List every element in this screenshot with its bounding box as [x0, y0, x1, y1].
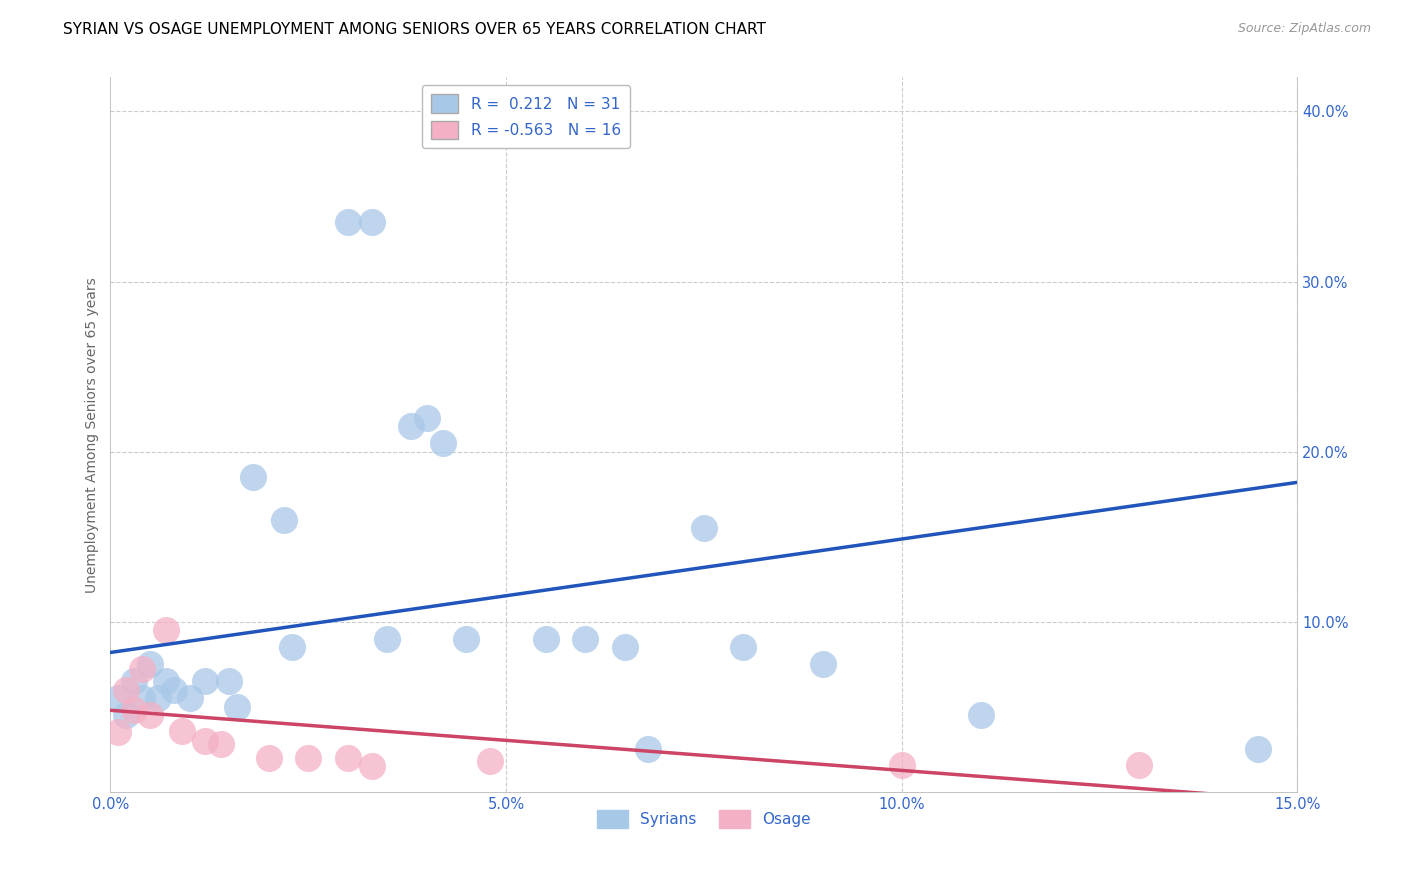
- Point: [115, 708, 138, 723]
- Point: [360, 215, 382, 229]
- Point: [336, 215, 359, 229]
- Point: [226, 699, 249, 714]
- Point: [163, 682, 186, 697]
- Point: [139, 657, 162, 672]
- Legend: Syrians, Osage: Syrians, Osage: [591, 804, 817, 834]
- Point: [456, 632, 478, 646]
- Point: [122, 674, 145, 689]
- Point: [693, 521, 716, 535]
- Point: [155, 674, 177, 689]
- Point: [209, 737, 232, 751]
- Text: SYRIAN VS OSAGE UNEMPLOYMENT AMONG SENIORS OVER 65 YEARS CORRELATION CHART: SYRIAN VS OSAGE UNEMPLOYMENT AMONG SENIO…: [63, 22, 766, 37]
- Point: [155, 624, 177, 638]
- Point: [194, 734, 217, 748]
- Point: [107, 691, 129, 706]
- Text: Source: ZipAtlas.com: Source: ZipAtlas.com: [1237, 22, 1371, 36]
- Point: [131, 663, 153, 677]
- Point: [257, 751, 280, 765]
- Point: [131, 691, 153, 706]
- Point: [297, 751, 319, 765]
- Point: [574, 632, 596, 646]
- Point: [122, 703, 145, 717]
- Point: [115, 682, 138, 697]
- Point: [613, 640, 636, 655]
- Point: [336, 751, 359, 765]
- Point: [170, 723, 193, 738]
- Point: [733, 640, 755, 655]
- Point: [811, 657, 834, 672]
- Point: [360, 759, 382, 773]
- Point: [970, 708, 993, 723]
- Point: [534, 632, 557, 646]
- Point: [281, 640, 304, 655]
- Point: [399, 419, 422, 434]
- Point: [1128, 757, 1150, 772]
- Point: [637, 742, 659, 756]
- Point: [194, 674, 217, 689]
- Point: [1247, 742, 1270, 756]
- Point: [890, 757, 912, 772]
- Point: [416, 410, 439, 425]
- Point: [107, 725, 129, 739]
- Point: [432, 436, 454, 450]
- Point: [218, 674, 240, 689]
- Point: [139, 708, 162, 723]
- Point: [377, 632, 399, 646]
- Point: [273, 513, 295, 527]
- Point: [179, 691, 201, 706]
- Point: [479, 755, 502, 769]
- Point: [146, 691, 169, 706]
- Point: [242, 470, 264, 484]
- Y-axis label: Unemployment Among Seniors over 65 years: Unemployment Among Seniors over 65 years: [86, 277, 100, 592]
